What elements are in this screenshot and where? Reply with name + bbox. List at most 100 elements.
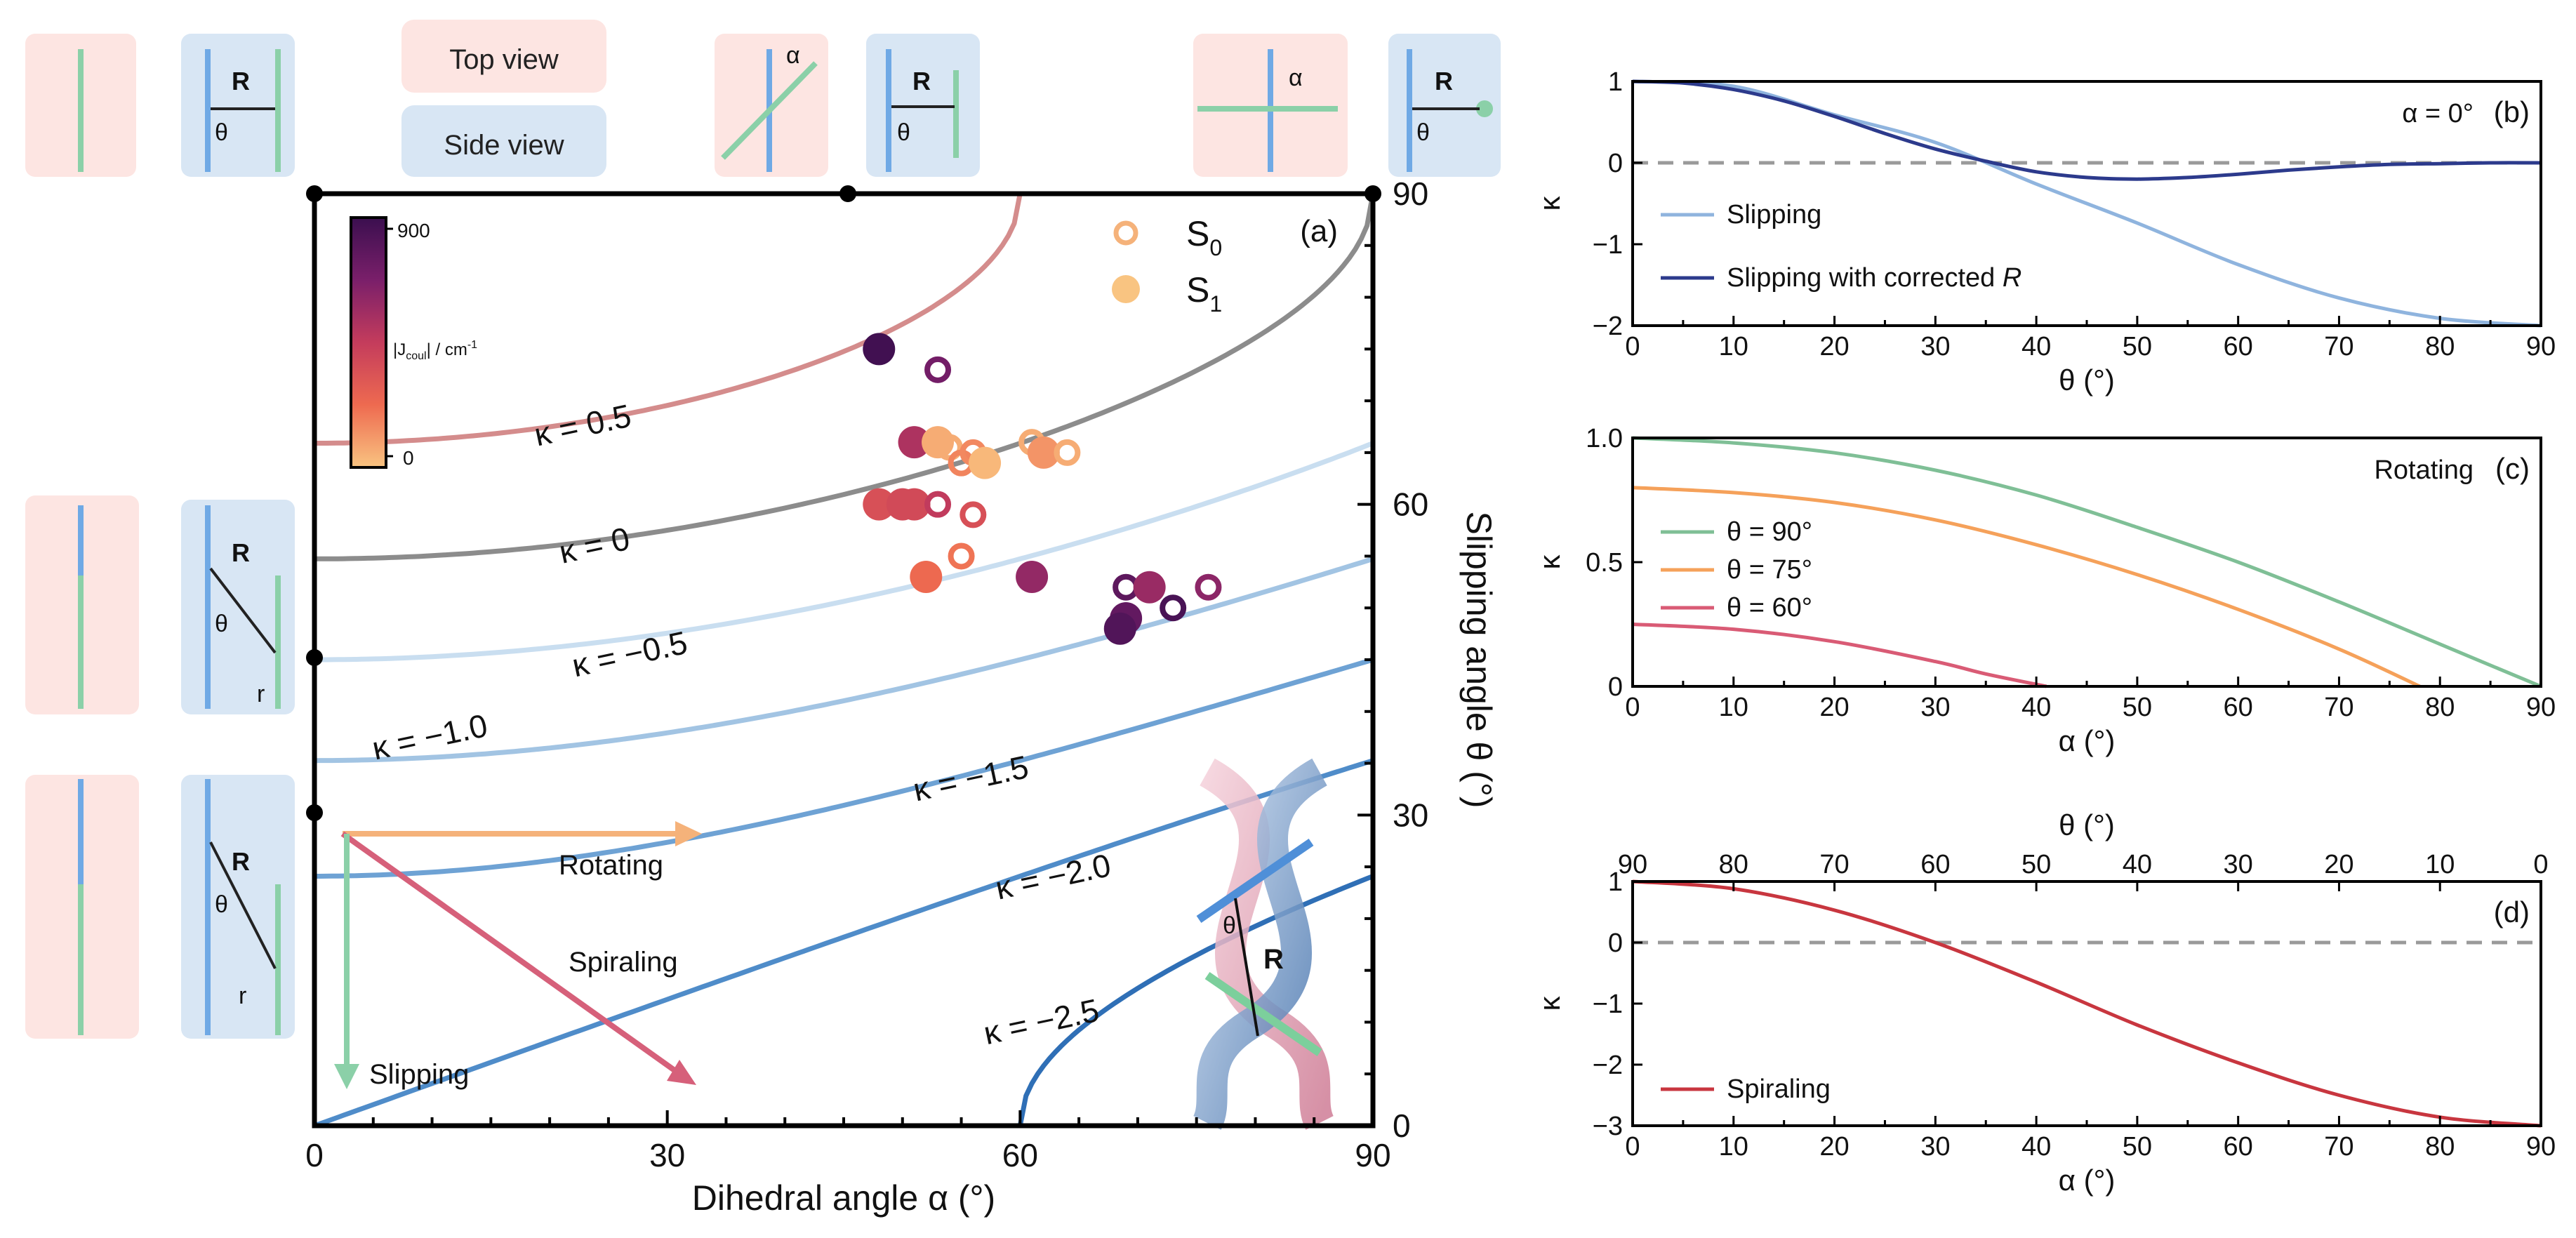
x-tick-label: 30 <box>649 1137 685 1173</box>
x-tick-label: 80 <box>2425 693 2455 722</box>
x-tick-label: 20 <box>1819 693 1849 722</box>
x-tick-label: 30 <box>1920 332 1950 361</box>
slipping-arrowhead-icon <box>334 1064 359 1089</box>
x-tick-label: 40 <box>2021 693 2051 722</box>
top-x-tick-label: 30 <box>2224 850 2253 879</box>
colorbar-label: |Jcoul| / cm-1 <box>393 339 477 362</box>
x-tick-label: 60 <box>2224 693 2253 722</box>
top-x-tick-label: 10 <box>2425 850 2455 879</box>
x-axis-label: α (°) <box>2059 724 2116 757</box>
x-axis-label: θ (°) <box>2059 364 2115 397</box>
helix-blue-arrow-icon <box>1196 839 1314 923</box>
y-tick-label: 0 <box>1608 928 1623 958</box>
x-axis-label: α (°) <box>2059 1164 2116 1197</box>
theta-label: θ <box>215 611 228 637</box>
x-tick-label: 10 <box>1719 1132 1748 1162</box>
data-point-s1 <box>969 446 1002 479</box>
series-line <box>1633 79 2541 181</box>
x-tick-label: 50 <box>2123 693 2152 722</box>
colorbar-scale <box>350 216 387 469</box>
x-tick-label: 10 <box>1719 332 1748 361</box>
y-tick-label: −2 <box>1593 312 1623 341</box>
contour-label: κ = 0 <box>556 520 633 571</box>
x-tick-label: 70 <box>2324 332 2353 361</box>
contour-line <box>314 194 1373 561</box>
legend-label: θ = 60° <box>1727 593 1812 623</box>
y-tick-label: 60 <box>1393 486 1428 523</box>
corner-dot <box>306 804 323 821</box>
y-tick-label: 0.5 <box>1586 548 1623 578</box>
y-tick-label: 0 <box>1608 672 1623 702</box>
contour-label: κ = 0.5 <box>531 397 634 453</box>
green-dot-icon <box>1476 100 1493 117</box>
panel-label: (b) <box>2494 95 2530 128</box>
series-line <box>1633 623 2047 688</box>
side-view-label: Side view <box>444 130 564 161</box>
legend-s1-marker <box>1112 275 1140 303</box>
x-tick-label: 60 <box>1002 1137 1038 1173</box>
x-tick-label: 60 <box>2224 332 2253 361</box>
legend-label: Slipping <box>1727 200 1821 229</box>
panel-a: κ = 0.5κ = 0κ = −0.5κ = −1.0κ = −1.5κ = … <box>305 175 1499 1218</box>
theta-label: θ <box>215 119 228 146</box>
top-x-tick-label: 90 <box>1618 850 1647 879</box>
data-point-s0 <box>1113 573 1140 601</box>
top-x-axis-label: θ (°) <box>2059 808 2115 841</box>
contour-line <box>314 758 1373 1126</box>
data-point-s1 <box>1133 571 1166 604</box>
panel-annotation: Rotating <box>2374 455 2474 485</box>
legend-s0-marker <box>1113 220 1138 246</box>
contour-line <box>314 441 1373 663</box>
data-point-s1 <box>1016 560 1049 593</box>
slipping-label: Slipping <box>369 1059 469 1090</box>
helix-strand-pink <box>1199 758 1334 1130</box>
helix-r-vector <box>1234 898 1259 1037</box>
data-point-s1 <box>1103 612 1136 645</box>
x-tick-label: 50 <box>2123 1132 2152 1162</box>
contour-line <box>314 657 1373 879</box>
top-x-tick-label: 0 <box>2533 850 2548 879</box>
data-point-s1 <box>863 488 896 521</box>
data-point-s0 <box>948 543 975 570</box>
r-small-label: r <box>257 681 265 707</box>
inset-box <box>1388 34 1501 177</box>
data-point-s1 <box>898 426 931 459</box>
x-tick-label: 80 <box>2425 332 2455 361</box>
contour-label: κ = −0.5 <box>569 624 690 684</box>
series-line <box>1633 879 2541 1128</box>
r-label: R <box>1435 67 1453 95</box>
x-tick-label: 10 <box>1719 693 1748 722</box>
series-line <box>1633 486 2421 688</box>
trajectory-paths: κ = 0.5κ = 0κ = −0.5κ = −1.0κ = −1.5κ = … <box>334 397 1114 1090</box>
x-tick-label: 20 <box>1819 1132 1849 1162</box>
top-view-legend-box <box>401 20 606 93</box>
r-arrow-icon <box>209 567 277 654</box>
data-points <box>863 333 1222 645</box>
data-point-s1 <box>910 560 943 593</box>
y-tick-label: −2 <box>1593 1051 1623 1080</box>
helix-illustration: R θ <box>1193 758 1334 1130</box>
y-tick-label: 1 <box>1608 867 1623 897</box>
contour-line <box>314 556 1373 764</box>
colorbar-max: 900 <box>397 220 430 241</box>
panel-label: (d) <box>2494 896 2530 928</box>
y-tick-label: 1.0 <box>1586 424 1623 453</box>
legend-label: θ = 75° <box>1727 555 1812 585</box>
data-point-s0 <box>1160 594 1187 622</box>
legend-s0-label: S0 <box>1186 214 1222 260</box>
x-tick-label: 0 <box>1625 1132 1640 1162</box>
panel-a-label: (a) <box>1300 214 1338 248</box>
top-x-tick-label: 20 <box>2324 850 2353 879</box>
y-tick-label: −3 <box>1593 1112 1623 1141</box>
top-x-tick-label: 60 <box>1920 850 1950 879</box>
y-tick-label: 90 <box>1393 175 1428 212</box>
helix-theta-label: θ <box>1223 912 1236 939</box>
panel-label: (c) <box>2495 452 2530 485</box>
panel-a-frame <box>312 191 1376 1129</box>
contour-label: κ = −2.0 <box>992 846 1114 906</box>
helix-green-arrow-icon <box>1204 972 1322 1056</box>
x-tick-label: 60 <box>2224 1132 2253 1162</box>
helix-strand-blue <box>1193 758 1328 1130</box>
